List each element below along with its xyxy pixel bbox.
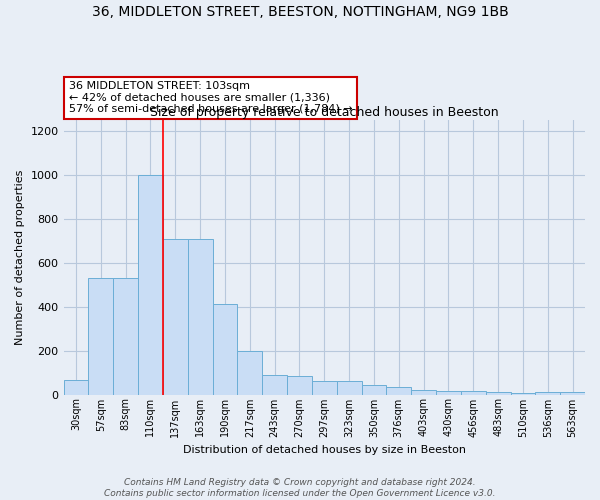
- Bar: [560, 392, 585, 394]
- Bar: [262, 374, 287, 394]
- Title: Size of property relative to detached houses in Beeston: Size of property relative to detached ho…: [150, 106, 499, 118]
- Bar: [386, 387, 411, 394]
- Bar: [113, 278, 138, 394]
- Text: 36 MIDDLETON STREET: 103sqm
← 42% of detached houses are smaller (1,336)
57% of : 36 MIDDLETON STREET: 103sqm ← 42% of det…: [69, 81, 352, 114]
- Bar: [362, 384, 386, 394]
- Bar: [461, 391, 485, 394]
- Bar: [411, 390, 436, 394]
- Bar: [485, 392, 511, 394]
- Text: Contains HM Land Registry data © Crown copyright and database right 2024.
Contai: Contains HM Land Registry data © Crown c…: [104, 478, 496, 498]
- Bar: [88, 278, 113, 394]
- Bar: [212, 304, 238, 394]
- Bar: [138, 175, 163, 394]
- Bar: [337, 382, 362, 394]
- Bar: [287, 376, 312, 394]
- Bar: [312, 382, 337, 394]
- X-axis label: Distribution of detached houses by size in Beeston: Distribution of detached houses by size …: [183, 445, 466, 455]
- Bar: [64, 380, 88, 394]
- Text: 36, MIDDLETON STREET, BEESTON, NOTTINGHAM, NG9 1BB: 36, MIDDLETON STREET, BEESTON, NOTTINGHA…: [92, 5, 508, 19]
- Bar: [163, 238, 188, 394]
- Bar: [188, 238, 212, 394]
- Bar: [436, 391, 461, 394]
- Bar: [535, 392, 560, 394]
- Y-axis label: Number of detached properties: Number of detached properties: [15, 170, 25, 345]
- Bar: [238, 350, 262, 395]
